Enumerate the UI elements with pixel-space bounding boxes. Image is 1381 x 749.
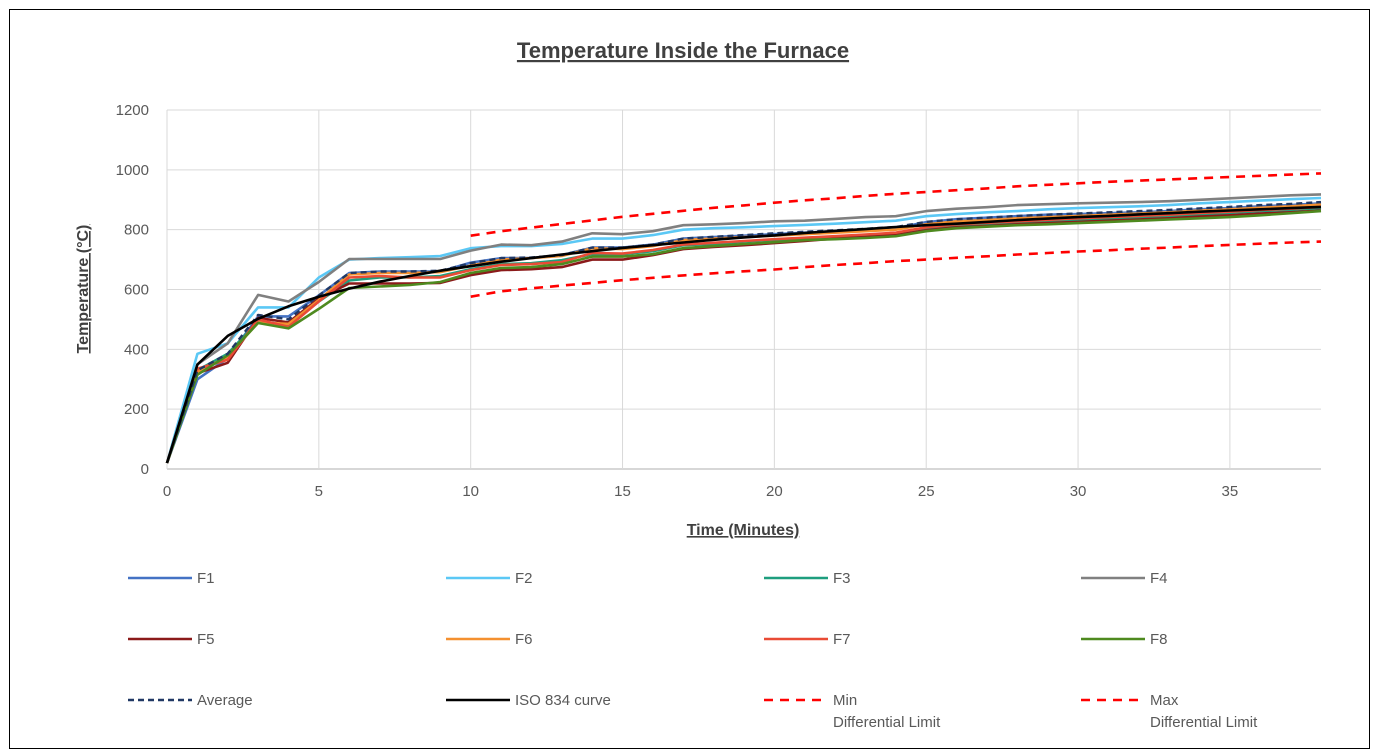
tick-labels: 0 200 400 600 800 1000 1200 0 5 10 15 20 25 30 35: [116, 102, 1239, 500]
series-line-max: [470, 172, 1322, 237]
legend-label: Average: [197, 692, 253, 709]
x-tick-label: 25: [918, 483, 935, 500]
legend-label: Min Differential Limit: [833, 692, 941, 731]
legend-label: F5: [197, 631, 215, 648]
legend-label: Max Differential Limit: [1150, 692, 1258, 731]
y-tick-label: 0: [141, 461, 149, 478]
legend-label: F1: [197, 570, 215, 587]
legend-label: F7: [833, 631, 851, 648]
y-tick-label: 800: [124, 222, 149, 239]
legend-label: F4: [1150, 570, 1168, 587]
chart-title: Temperature Inside the Furnace: [517, 38, 849, 63]
legend-label: F2: [515, 570, 533, 587]
legend: F1 F2 F3 F4 F5 F6 F7 F8 Average ISO 834 curve Min D…: [128, 570, 1258, 731]
x-tick-label: 5: [315, 483, 323, 500]
legend-label: F6: [515, 631, 533, 648]
series-line-average: [165, 200, 1322, 464]
series-line-min: [470, 240, 1322, 298]
y-tick-label: 1000: [116, 162, 149, 179]
series-line-f4: [165, 193, 1322, 464]
x-tick-label: 10: [462, 483, 479, 500]
x-tick-label: 35: [1222, 483, 1239, 500]
legend-label: F8: [1150, 631, 1168, 648]
series-line-iso-834-curve: [165, 205, 1322, 464]
legend-label: ISO 834 curve: [515, 692, 611, 709]
x-tick-label: 20: [766, 483, 783, 500]
x-tick-label: 0: [163, 483, 171, 500]
y-tick-label: 600: [124, 282, 149, 299]
y-tick-label: 1200: [116, 102, 149, 119]
y-axis-title: Temperature (°C): [75, 225, 92, 354]
chart-frame: [9, 9, 1370, 749]
legend-label: F3: [833, 570, 851, 587]
y-tick-label: 400: [124, 341, 149, 358]
x-tick-label: 30: [1070, 483, 1087, 500]
grid: [166, 109, 1321, 470]
y-tick-label: 200: [124, 401, 149, 418]
series-layer: [165, 172, 1322, 464]
series-line-f7: [165, 205, 1322, 464]
x-tick-label: 15: [614, 483, 631, 500]
x-axis-title: Time (Minutes): [687, 522, 800, 539]
